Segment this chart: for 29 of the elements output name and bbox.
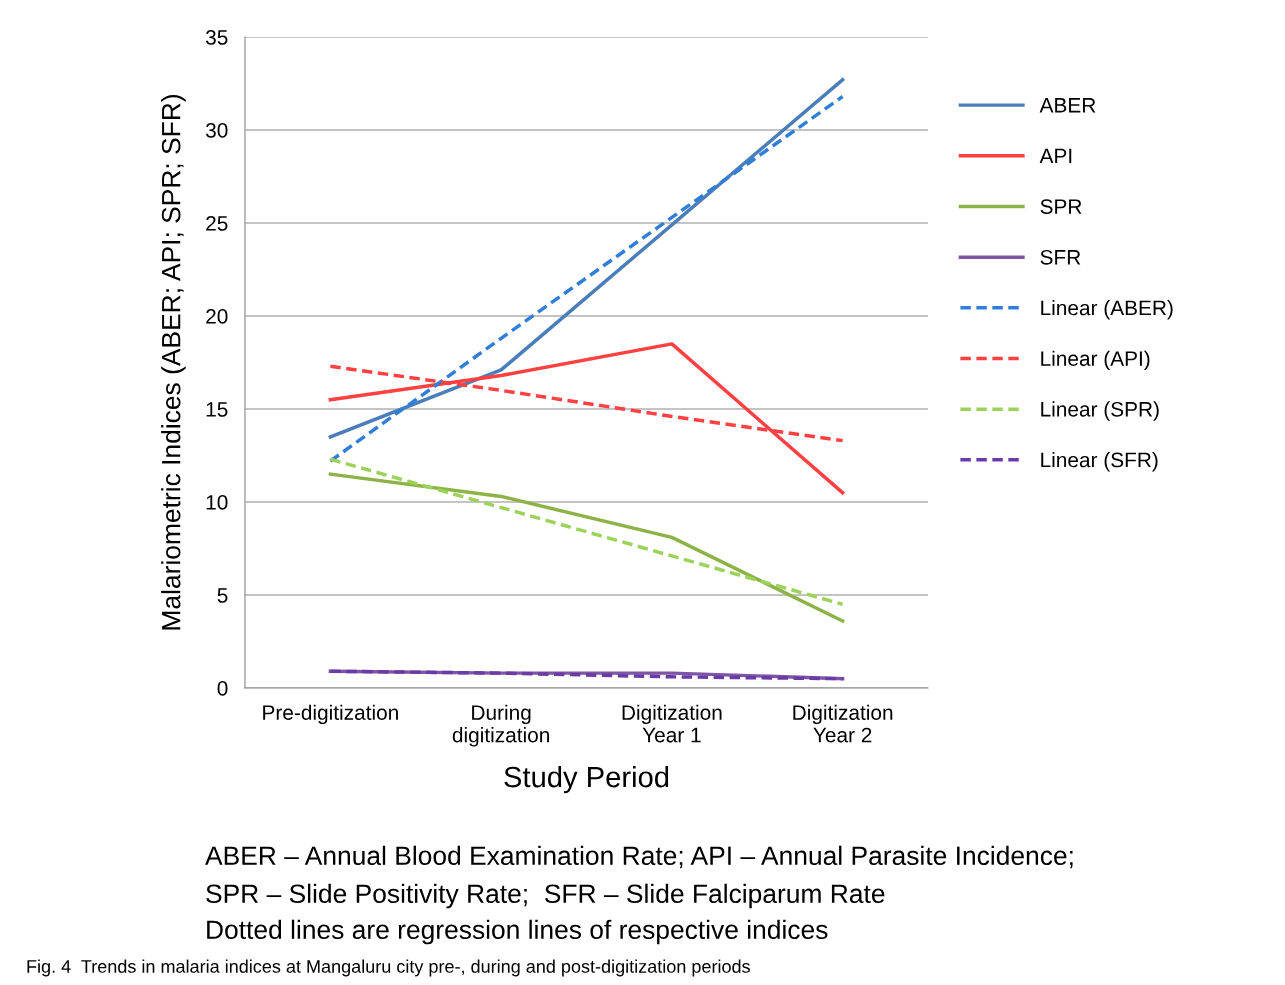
legend-label: Linear (API) xyxy=(1041,350,1150,371)
x-axis-title: Study Period xyxy=(504,765,669,794)
caption: Fig. 4 Trends in malaria indices at Mangaluru city pre-, during and post-digitization periods xyxy=(27,959,750,977)
y-tick-label: 15 xyxy=(206,402,228,417)
legend-label: ABER xyxy=(1039,98,1096,113)
y-axis-title: Malariometric Indices (ABER; API; SPR; SFR) xyxy=(161,95,186,630)
y-tick-label: 0 xyxy=(217,681,228,696)
text: ABER – Annual Blood Examination Rate; API – Annual Parasite Incidence; xyxy=(205,845,1073,869)
x-tick-label: During digitization xyxy=(452,704,549,747)
y-tick-label: 35 xyxy=(205,30,228,45)
text: Dotted lines are regression lines of respective indices xyxy=(207,919,828,945)
line-series xyxy=(328,457,845,607)
x-tick-label: Pre-digitization xyxy=(263,704,398,725)
legend-label: SFR xyxy=(1040,249,1081,265)
x-tick-label: Digitization Year 2 xyxy=(793,704,893,743)
y-tick-label: 30 xyxy=(205,123,228,138)
legend-label: API xyxy=(1039,148,1072,164)
legend-label: Linear (ABER) xyxy=(1041,300,1173,320)
x-tick-label: Digitization Year 1 xyxy=(622,704,722,743)
y-tick-label: 25 xyxy=(206,216,228,231)
y-tick-label: 10 xyxy=(206,495,228,510)
text: SPR – Slide Positivity Rate; SFR – Slide Falciparum Rate xyxy=(206,883,885,909)
legend-label: SPR xyxy=(1040,199,1082,214)
legend-label: Linear (SPR) xyxy=(1041,401,1159,421)
legend-label: Linear (SFR) xyxy=(1041,452,1158,472)
y-tick-label: 5 xyxy=(217,588,228,603)
line-series xyxy=(328,342,845,495)
y-tick-label: 20 xyxy=(206,309,228,324)
line-series xyxy=(328,472,845,623)
